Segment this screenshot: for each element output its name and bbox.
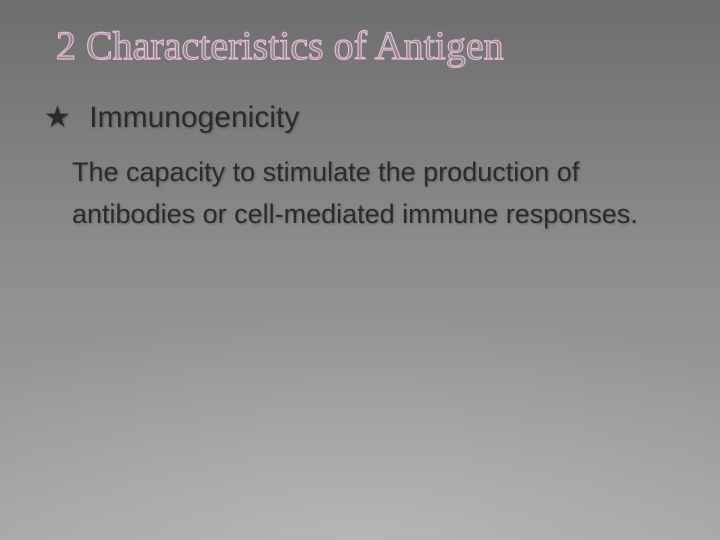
subheading: ★ Immunogenicity	[44, 100, 680, 135]
title-number: 2	[56, 23, 76, 68]
star-bullet-icon: ★	[44, 100, 71, 135]
body-text: The capacity to stimulate the production…	[72, 152, 660, 236]
subheading-text: Immunogenicity	[89, 101, 299, 134]
slide-title: 2 Characteristics of Antigen	[56, 22, 680, 69]
slide: 2 Characteristics of Antigen ★ Immunogen…	[0, 0, 720, 540]
title-text: Characteristics of Antigen	[86, 23, 504, 68]
